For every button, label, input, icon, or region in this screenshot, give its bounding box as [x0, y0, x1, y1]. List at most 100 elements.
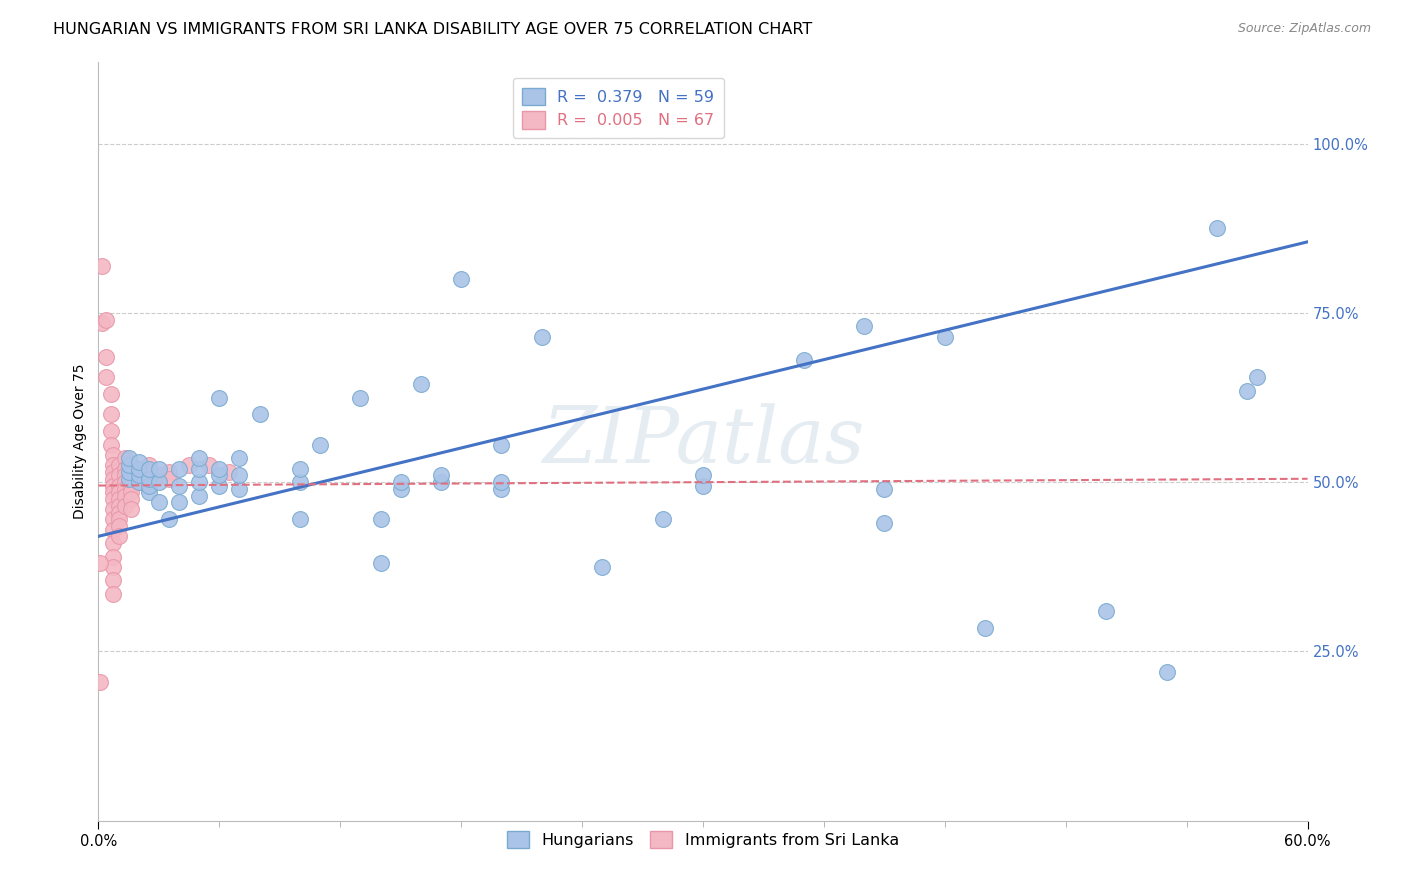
- Point: [107, 485, 129, 500]
- Point: [148, 475, 170, 490]
- Point: [389, 475, 412, 490]
- Point: [208, 468, 231, 483]
- Point: [118, 458, 141, 473]
- Point: [288, 512, 311, 526]
- Point: [114, 468, 136, 483]
- Point: [491, 438, 513, 452]
- Point: [491, 482, 513, 496]
- Point: [692, 468, 714, 483]
- Point: [450, 272, 472, 286]
- Y-axis label: Disability Age Over 75: Disability Age Over 75: [73, 364, 87, 519]
- Point: [1095, 604, 1118, 618]
- Point: [128, 455, 150, 469]
- Point: [120, 492, 142, 507]
- Point: [120, 472, 142, 486]
- Point: [101, 559, 124, 574]
- Point: [128, 468, 150, 483]
- Point: [974, 621, 997, 635]
- Point: [118, 451, 141, 466]
- Point: [96, 312, 118, 326]
- Point: [120, 478, 142, 492]
- Text: HUNGARIAN VS IMMIGRANTS FROM SRI LANKA DISABILITY AGE OVER 75 CORRELATION CHART: HUNGARIAN VS IMMIGRANTS FROM SRI LANKA D…: [53, 22, 813, 37]
- Point: [288, 475, 311, 490]
- Point: [148, 468, 170, 483]
- Point: [120, 465, 142, 479]
- Point: [100, 387, 122, 401]
- Point: [138, 458, 160, 473]
- Point: [208, 391, 231, 405]
- Point: [96, 350, 118, 364]
- Point: [370, 512, 392, 526]
- Point: [114, 475, 136, 490]
- Point: [167, 478, 190, 492]
- Point: [249, 408, 271, 422]
- Point: [101, 448, 124, 462]
- Point: [107, 468, 129, 483]
- Point: [157, 472, 180, 486]
- Point: [101, 523, 124, 537]
- Point: [370, 557, 392, 571]
- Point: [430, 468, 453, 483]
- Point: [349, 391, 371, 405]
- Point: [409, 376, 432, 391]
- Point: [138, 485, 160, 500]
- Point: [188, 461, 211, 475]
- Point: [89, 674, 111, 689]
- Point: [89, 557, 111, 571]
- Point: [96, 370, 118, 384]
- Point: [107, 458, 129, 473]
- Point: [101, 502, 124, 516]
- Point: [167, 461, 190, 475]
- Point: [491, 475, 513, 490]
- Point: [120, 502, 142, 516]
- Point: [430, 475, 453, 490]
- Point: [1246, 370, 1268, 384]
- Point: [100, 425, 122, 439]
- Point: [114, 482, 136, 496]
- Point: [138, 461, 160, 475]
- Point: [114, 489, 136, 503]
- Point: [309, 438, 332, 452]
- Point: [101, 478, 124, 492]
- Point: [100, 408, 122, 422]
- Point: [591, 559, 613, 574]
- Point: [148, 495, 170, 509]
- Point: [530, 329, 553, 343]
- Point: [114, 451, 136, 466]
- Point: [218, 465, 240, 479]
- Point: [107, 492, 129, 507]
- Point: [179, 458, 201, 473]
- Point: [101, 458, 124, 473]
- Point: [120, 458, 142, 473]
- Point: [188, 451, 211, 466]
- Point: [107, 506, 129, 520]
- Point: [651, 512, 673, 526]
- Point: [167, 495, 190, 509]
- Point: [101, 587, 124, 601]
- Point: [101, 574, 124, 588]
- Point: [118, 465, 141, 479]
- Point: [114, 461, 136, 475]
- Point: [692, 478, 714, 492]
- Point: [128, 461, 150, 475]
- Point: [138, 472, 160, 486]
- Point: [148, 461, 170, 475]
- Point: [873, 516, 896, 530]
- Point: [107, 499, 129, 513]
- Point: [91, 316, 114, 330]
- Point: [188, 489, 211, 503]
- Point: [101, 465, 124, 479]
- Point: [101, 536, 124, 550]
- Point: [198, 458, 221, 473]
- Point: [128, 468, 150, 483]
- Point: [853, 319, 876, 334]
- Point: [107, 519, 129, 533]
- Point: [1236, 384, 1258, 398]
- Point: [128, 475, 150, 490]
- Point: [107, 529, 129, 543]
- Point: [188, 475, 211, 490]
- Point: [1206, 221, 1229, 235]
- Text: Source: ZipAtlas.com: Source: ZipAtlas.com: [1237, 22, 1371, 36]
- Point: [118, 472, 141, 486]
- Point: [100, 438, 122, 452]
